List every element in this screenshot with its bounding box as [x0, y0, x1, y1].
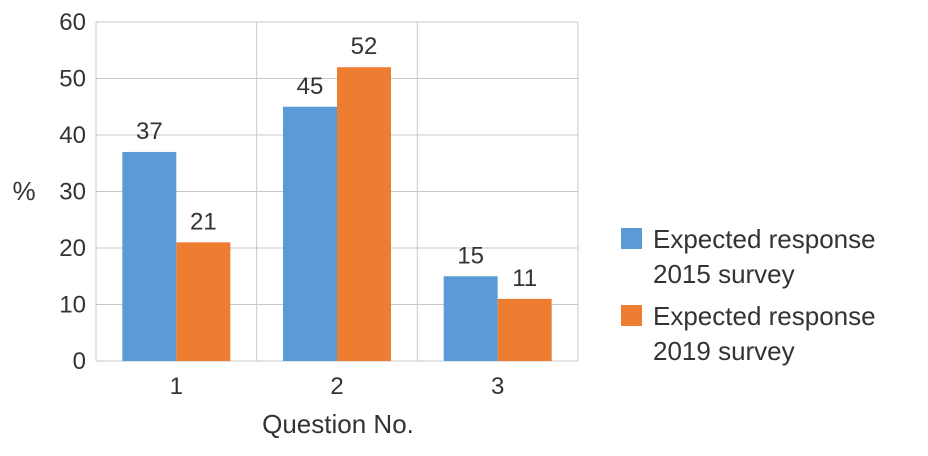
- y-axis-label: %: [12, 176, 35, 206]
- x-axis-label: Question No.: [262, 409, 414, 439]
- legend-item-2019: Expected response 2019 survey: [621, 299, 921, 369]
- data-label: 45: [297, 73, 324, 100]
- y-tick-label: 20: [59, 235, 86, 262]
- data-label: 21: [190, 208, 217, 235]
- y-tick-label: 30: [59, 179, 86, 206]
- legend: Expected response 2015 survey Expected r…: [621, 222, 921, 376]
- bar: [337, 67, 391, 361]
- data-label: 15: [457, 242, 484, 269]
- x-tick-label: 3: [491, 373, 504, 400]
- bar: [283, 106, 337, 361]
- y-tick-label: 0: [73, 348, 86, 375]
- y-tick-label: 10: [59, 292, 86, 319]
- y-tick-label: 40: [59, 122, 86, 149]
- data-label: 52: [351, 33, 378, 60]
- legend-swatch-2019: [621, 305, 642, 326]
- bar: [497, 298, 552, 361]
- bar: [176, 242, 231, 361]
- data-labels: 37 21 45 52 15 11: [136, 33, 537, 292]
- bar: [443, 276, 498, 361]
- tick-labels: 0 10 20 30 40 50 60 1 2 3: [59, 9, 504, 400]
- legend-item-2015: Expected response 2015 survey: [621, 222, 921, 292]
- legend-label-2015: Expected response 2015 survey: [653, 224, 876, 289]
- bar: [122, 151, 177, 361]
- x-tick-label: 2: [330, 373, 343, 400]
- bars: [122, 67, 552, 361]
- y-tick-label: 60: [59, 9, 86, 36]
- data-label: 37: [136, 118, 163, 145]
- legend-label-2019: Expected response 2019 survey: [653, 301, 876, 366]
- x-tick-label: 1: [170, 373, 183, 400]
- legend-swatch-2015: [621, 228, 642, 249]
- y-tick-label: 50: [59, 66, 86, 93]
- data-label: 11: [512, 265, 537, 292]
